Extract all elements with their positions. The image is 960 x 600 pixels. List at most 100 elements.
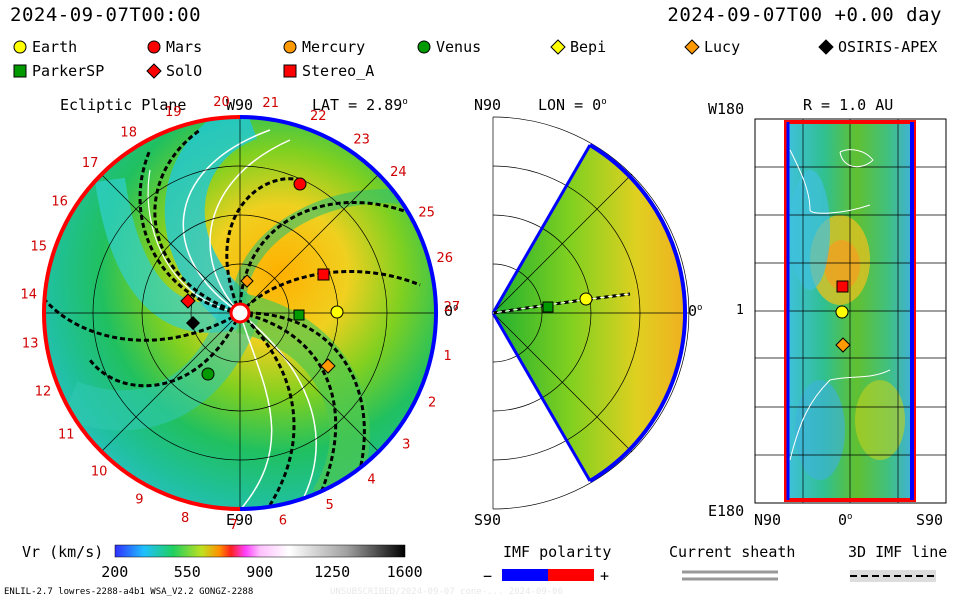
legend-item-label: ParkerSP <box>32 62 105 80</box>
meridional-earth-marker <box>579 292 593 306</box>
legend-item-lucy: Lucy <box>684 38 740 56</box>
colorbar-tick-label: 1250 <box>314 563 351 581</box>
circle-icon <box>417 40 431 54</box>
legend-item-label: Stereo_A <box>302 62 375 80</box>
ecliptic-plane-plot <box>41 115 439 511</box>
parkersp-marker <box>293 309 305 321</box>
meridional-parkersp-marker <box>542 301 554 313</box>
legend-item-label: SolO <box>166 62 203 80</box>
sphere-top-left-label: W180 <box>708 100 745 118</box>
imf-line-sample <box>850 570 936 582</box>
legend-item-label: Mercury <box>302 38 366 56</box>
carrington-label: 10 <box>91 464 108 479</box>
carrington-label: 20 <box>213 95 230 110</box>
earth-marker <box>330 305 344 319</box>
vr-colorbar <box>114 544 406 558</box>
legend-item-mercury: Mercury <box>282 38 365 56</box>
imf-line-label: 3D IMF line <box>848 543 948 561</box>
square-icon <box>283 64 297 78</box>
diamond-icon <box>146 63 162 79</box>
diamond-icon <box>818 39 834 55</box>
carrington-label: 18 <box>120 126 137 141</box>
mars-marker <box>293 177 307 191</box>
carrington-label: 4 <box>367 472 375 487</box>
carrington-label: 26 <box>437 251 454 266</box>
imf-polarity-label: IMF polarity <box>503 543 612 561</box>
current-sheath-sample <box>682 570 778 581</box>
sphere-title: R = 1.0 AU <box>803 96 894 114</box>
carrington-labels: 20 21222324252627123456789101112131415161… <box>21 95 461 533</box>
carrington-label: 9 <box>135 493 143 508</box>
carrington-label: 3 <box>402 438 410 453</box>
footer-run-info: UNSUBSCRIBED/2024-09-07 cone-... 2024-09… <box>330 587 563 597</box>
diamond-icon <box>684 39 700 55</box>
imf-polarity-bar <box>502 569 594 581</box>
colorbar-tick-label: 550 <box>173 563 201 581</box>
ecliptic-right-label: 0o <box>444 302 459 320</box>
legend-item-label: Bepi <box>570 38 607 56</box>
carrington-label: 16 <box>51 195 68 210</box>
sphere-earth-marker <box>835 305 849 319</box>
colorbar-tick-label: 1600 <box>386 563 423 581</box>
carrington-label: 24 <box>390 165 407 180</box>
sphere-x-mid-label: 0o <box>838 511 853 529</box>
legend-item-solo: SolO <box>146 62 202 80</box>
sphere-mid-left-label: 1 <box>736 303 744 318</box>
carrington-label: 23 <box>353 132 370 147</box>
ecliptic-title: Ecliptic Plane <box>60 96 187 114</box>
legend-item-osiris-apex: OSIRIS-APEX <box>818 38 937 56</box>
carrington-label: 21 <box>262 96 279 111</box>
sphere-bottom-left-label: E180 <box>708 502 745 520</box>
legend-item-label: Lucy <box>704 38 741 56</box>
carrington-label: 17 <box>82 156 99 171</box>
right-timestamp: 2024-09-07T00 +0.00 day <box>667 4 942 26</box>
carrington-label: 15 <box>31 239 48 254</box>
carrington-label: 2 <box>428 396 436 411</box>
footer-model-info: ENLIL-2.7 lowres-2288-a4b1 WSA_V2.2 GONG… <box>4 587 254 597</box>
legend-item-earth: Earth <box>12 38 77 56</box>
carrington-label: 13 <box>22 337 39 352</box>
meridional-right-label: 0o <box>688 302 703 320</box>
legend-item-parkersp: ParkerSP <box>12 62 104 80</box>
square-icon <box>13 64 27 78</box>
left-timestamp: 2024-09-07T00:00 <box>10 4 202 26</box>
osiris-apex-marker <box>186 316 200 330</box>
sphere-x-left-label: N90 <box>754 511 782 529</box>
carrington-label: 8 <box>181 511 189 526</box>
meridional-plane-plot <box>491 116 690 510</box>
carrington-label: 27 <box>444 300 461 315</box>
imf-polarity-minus: − <box>483 567 493 585</box>
carrington-label: 14 <box>21 288 38 303</box>
carrington-label: 12 <box>35 384 52 399</box>
meridional-top-label: N90 <box>474 96 502 114</box>
carrington-label: 11 <box>58 428 75 443</box>
circle-icon <box>147 40 161 54</box>
circle-icon <box>283 40 297 54</box>
legend-item-stereo-a: Stereo_A <box>282 62 374 80</box>
carrington-label: 22 <box>310 109 327 124</box>
legend-item-label: Earth <box>32 38 78 56</box>
carrington-label: 19 <box>165 105 182 120</box>
circle-icon <box>13 40 27 54</box>
legend-item-label: Mars <box>166 38 203 56</box>
sphere-stereo-a-marker <box>836 280 849 293</box>
meridional-title: LON = 0o <box>538 96 607 114</box>
carrington-label: 6 <box>279 514 287 529</box>
legend-item-bepi: Bepi <box>550 38 606 56</box>
meridional-bottom-label: S90 <box>474 511 502 529</box>
imf-polarity-plus: + <box>600 567 610 585</box>
legend-item-label: OSIRIS-APEX <box>838 38 938 56</box>
legend-item-venus: Venus <box>416 38 481 56</box>
carrington-label: 5 <box>325 498 333 513</box>
solo-marker <box>180 293 196 309</box>
colorbar-label: Vr (km/s) <box>22 543 104 561</box>
ecliptic-bottom-label: E90 <box>226 511 254 529</box>
sphere-x-right-label: S90 <box>916 511 944 529</box>
current-sheath-label: Current sheath <box>669 543 796 561</box>
diamond-icon <box>550 39 566 55</box>
colorbar-tick-label: 900 <box>246 563 274 581</box>
ecliptic-top-label: W90 <box>226 96 254 114</box>
carrington-label: 7 <box>230 518 238 533</box>
sphere-panel-plot <box>754 118 947 504</box>
